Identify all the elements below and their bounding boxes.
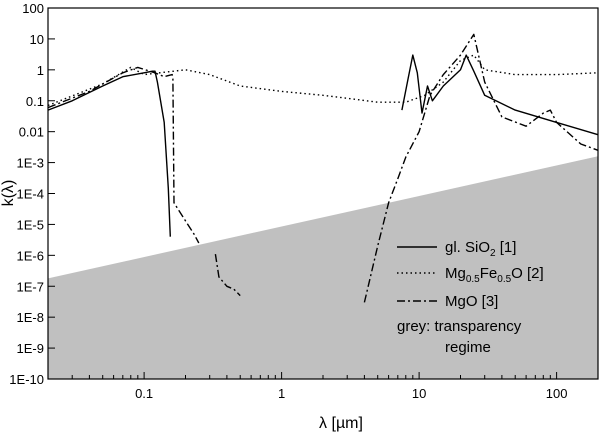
legend-label-part: 2 [490, 248, 496, 259]
series-1-line-1 [47, 70, 171, 237]
series-layer [47, 33, 599, 303]
y-tick-label: 1E-7 [17, 279, 44, 294]
legend-label-part: [1] [496, 239, 517, 256]
legend-label-part: MgO [3] [445, 293, 498, 310]
x-axis-title: λ [µm] [319, 415, 363, 432]
transparency-region [48, 156, 598, 379]
legend-label-part: gl. SiO [445, 239, 490, 256]
y-tick-label: 10 [30, 32, 44, 47]
y-tick-label: 1E-9 [17, 341, 44, 356]
x-tick-label: 0.1 [135, 386, 153, 401]
legend: gl. SiO2 [1]Mg0.5Fe0.5O [2]MgO [3]grey: … [397, 239, 544, 356]
y-tick-label: 1E-10 [9, 372, 44, 387]
y-tick-label: 1 [37, 63, 44, 78]
y-tick-label: 1E-4 [17, 187, 44, 202]
y-tick-label: 100 [22, 1, 44, 16]
y-tick-label: 0.01 [19, 125, 44, 140]
legend-label-1: gl. SiO2 [1] [445, 239, 516, 259]
x-tick-label: 10 [412, 386, 426, 401]
legend-label-3: MgO [3] [445, 293, 498, 310]
series-3-line-1 [47, 66, 200, 244]
legend-label-part: O [2] [511, 265, 544, 282]
y-tick-label: 1E-5 [17, 217, 44, 232]
legend-label-part: 0.5 [466, 274, 480, 285]
x-tick-label: 100 [546, 386, 568, 401]
transparency-region-layer [48, 156, 598, 379]
legend-label-part: Mg [445, 265, 466, 282]
y-axis-title: k(λ) [0, 180, 17, 207]
x-tick-label: 1 [278, 386, 285, 401]
series-1-line-2 [401, 54, 599, 136]
y-tick-label: 1E-3 [17, 156, 44, 171]
series-2-line-1 [47, 54, 599, 107]
legend-note-line-1: grey: transparency [397, 318, 522, 335]
tick-layer: 0.1 1 10 100 100 10 1 0.1 0.01 1E-3 1E-4 1E-5 1E-6 1E… [9, 1, 599, 401]
legend-note-line-2: regime [445, 339, 491, 356]
legend-label-part: Fe [480, 265, 498, 282]
legend-label-2: Mg0.5Fe0.5O [2] [445, 265, 544, 285]
series-3-line-3 [363, 33, 599, 303]
y-tick-label: 0.1 [26, 94, 44, 109]
y-tick-label: 1E-8 [17, 310, 44, 325]
legend-label-part: 0.5 [497, 274, 511, 285]
series-3-line-2 [214, 253, 241, 297]
y-tick-label: 1E-6 [17, 248, 44, 263]
